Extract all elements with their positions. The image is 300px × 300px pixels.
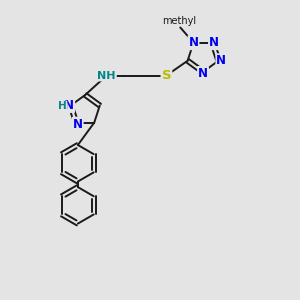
Text: N: N: [198, 67, 208, 80]
Text: N: N: [73, 118, 83, 130]
Text: N: N: [216, 54, 226, 67]
Text: N: N: [64, 99, 74, 112]
Text: NH: NH: [98, 70, 116, 80]
Text: N: N: [209, 36, 219, 49]
Text: H: H: [58, 101, 67, 111]
Text: N: N: [188, 36, 199, 49]
Text: methyl: methyl: [162, 16, 196, 26]
Text: S: S: [162, 69, 171, 82]
